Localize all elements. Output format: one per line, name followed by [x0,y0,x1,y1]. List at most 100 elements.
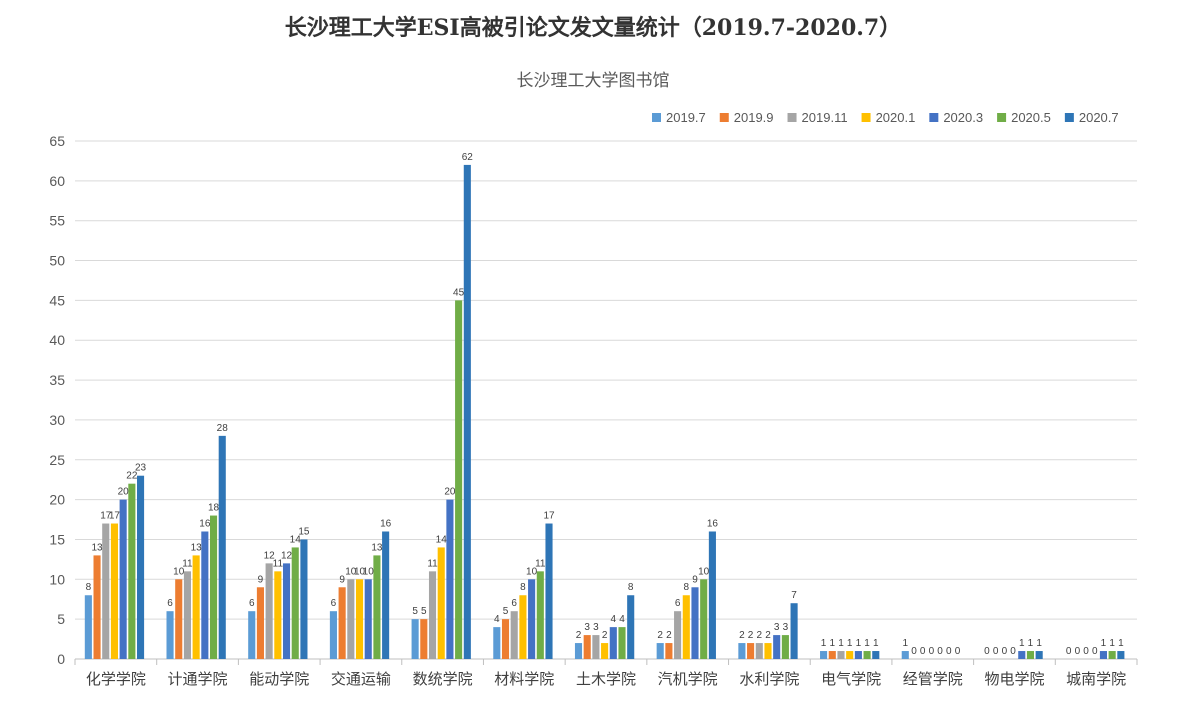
bar [446,499,454,659]
data-label: 0 [920,646,926,657]
data-label: 14 [436,534,448,545]
legend-swatch [997,113,1007,122]
data-label: 3 [584,622,590,633]
bar [854,651,862,659]
bar [300,539,308,659]
bar [828,651,836,659]
bar [627,595,635,659]
bar [682,595,690,659]
data-label: 18 [208,503,220,514]
bar [510,611,518,659]
chart-title: 长沙理工大学ESI高被引论文发文量统计（2019.7-2020.7） [284,15,902,41]
bar [420,619,428,659]
bar [1026,651,1035,659]
x-category-label: 水利学院 [739,670,799,688]
data-label: 13 [91,542,103,553]
data-label: 12 [264,550,276,561]
data-label: 20 [444,487,456,498]
data-label: 9 [258,574,264,585]
bar [411,619,419,659]
data-label: 62 [462,152,474,163]
data-label: 1 [1109,638,1115,649]
bar [755,643,763,659]
data-label: 10 [173,566,185,577]
data-label: 0 [993,646,999,657]
legend-label: 2019.11 [802,110,848,125]
data-label: 2 [576,630,582,641]
bar [493,627,501,659]
bars [84,164,1125,659]
data-label: 14 [290,534,302,545]
legend-swatch [652,113,661,122]
x-category-label: 交通运输 [331,670,391,688]
data-label: 3 [593,622,599,633]
x-category-label: 能动学院 [249,670,309,688]
data-label: 1 [1028,638,1034,649]
data-label: 0 [984,646,990,657]
data-label: 6 [331,598,337,609]
bar [128,483,136,659]
legend-swatch [929,113,939,122]
bar [708,531,716,659]
bar [428,571,437,659]
bar [218,435,226,659]
bar [901,651,909,659]
data-label: 1 [1036,638,1042,649]
y-tick-label: 35 [49,372,65,388]
data-label: 0 [946,646,952,657]
bar [119,499,127,659]
chart-subtitle: 长沙理工大学图书馆 [516,71,670,91]
bar [355,579,364,659]
data-label: 4 [619,614,625,625]
bar [192,555,200,659]
bar [364,579,372,659]
bar [863,651,871,659]
data-label: 15 [298,526,310,537]
bar [872,651,880,659]
data-label: 6 [511,598,517,609]
bar [601,643,609,659]
data-label: 1 [1118,638,1124,649]
bar [84,595,92,659]
data-label: 5 [421,606,427,617]
data-label: 0 [1010,646,1016,657]
data-label: 10 [345,566,357,577]
data-label: 0 [1002,646,1008,657]
data-label: 16 [707,518,719,529]
data-label: 1 [902,638,908,649]
data-label: 1 [847,638,853,649]
y-tick-label: 10 [49,571,65,587]
data-label: 17 [109,511,121,522]
bar [1099,651,1108,659]
bar [347,579,355,659]
data-label: 13 [371,542,383,553]
data-label: 0 [911,646,917,657]
bar [820,651,828,659]
data-label: 8 [684,582,690,593]
bar [747,643,755,659]
bar [574,643,583,659]
bar [382,531,390,659]
legend-swatch [787,113,797,122]
y-tick-label: 15 [49,531,65,547]
data-label: 1 [821,638,827,649]
bar [609,627,617,659]
y-tick-label: 5 [57,611,65,627]
bar [455,300,463,659]
x-category-label: 汽机学院 [658,670,718,688]
data-label: 2 [657,630,663,641]
bar [175,579,183,659]
data-label: 10 [354,566,366,577]
data-label: 6 [249,598,255,609]
data-label: 10 [526,566,538,577]
bar [265,563,273,659]
bar [691,587,699,659]
data-label: 3 [783,622,789,633]
data-label: 20 [118,487,130,498]
data-label: 13 [191,542,203,553]
data-label: 2 [757,630,763,641]
data-label: 11 [273,558,284,569]
data-label: 23 [135,463,147,474]
data-label: 2 [748,630,754,641]
